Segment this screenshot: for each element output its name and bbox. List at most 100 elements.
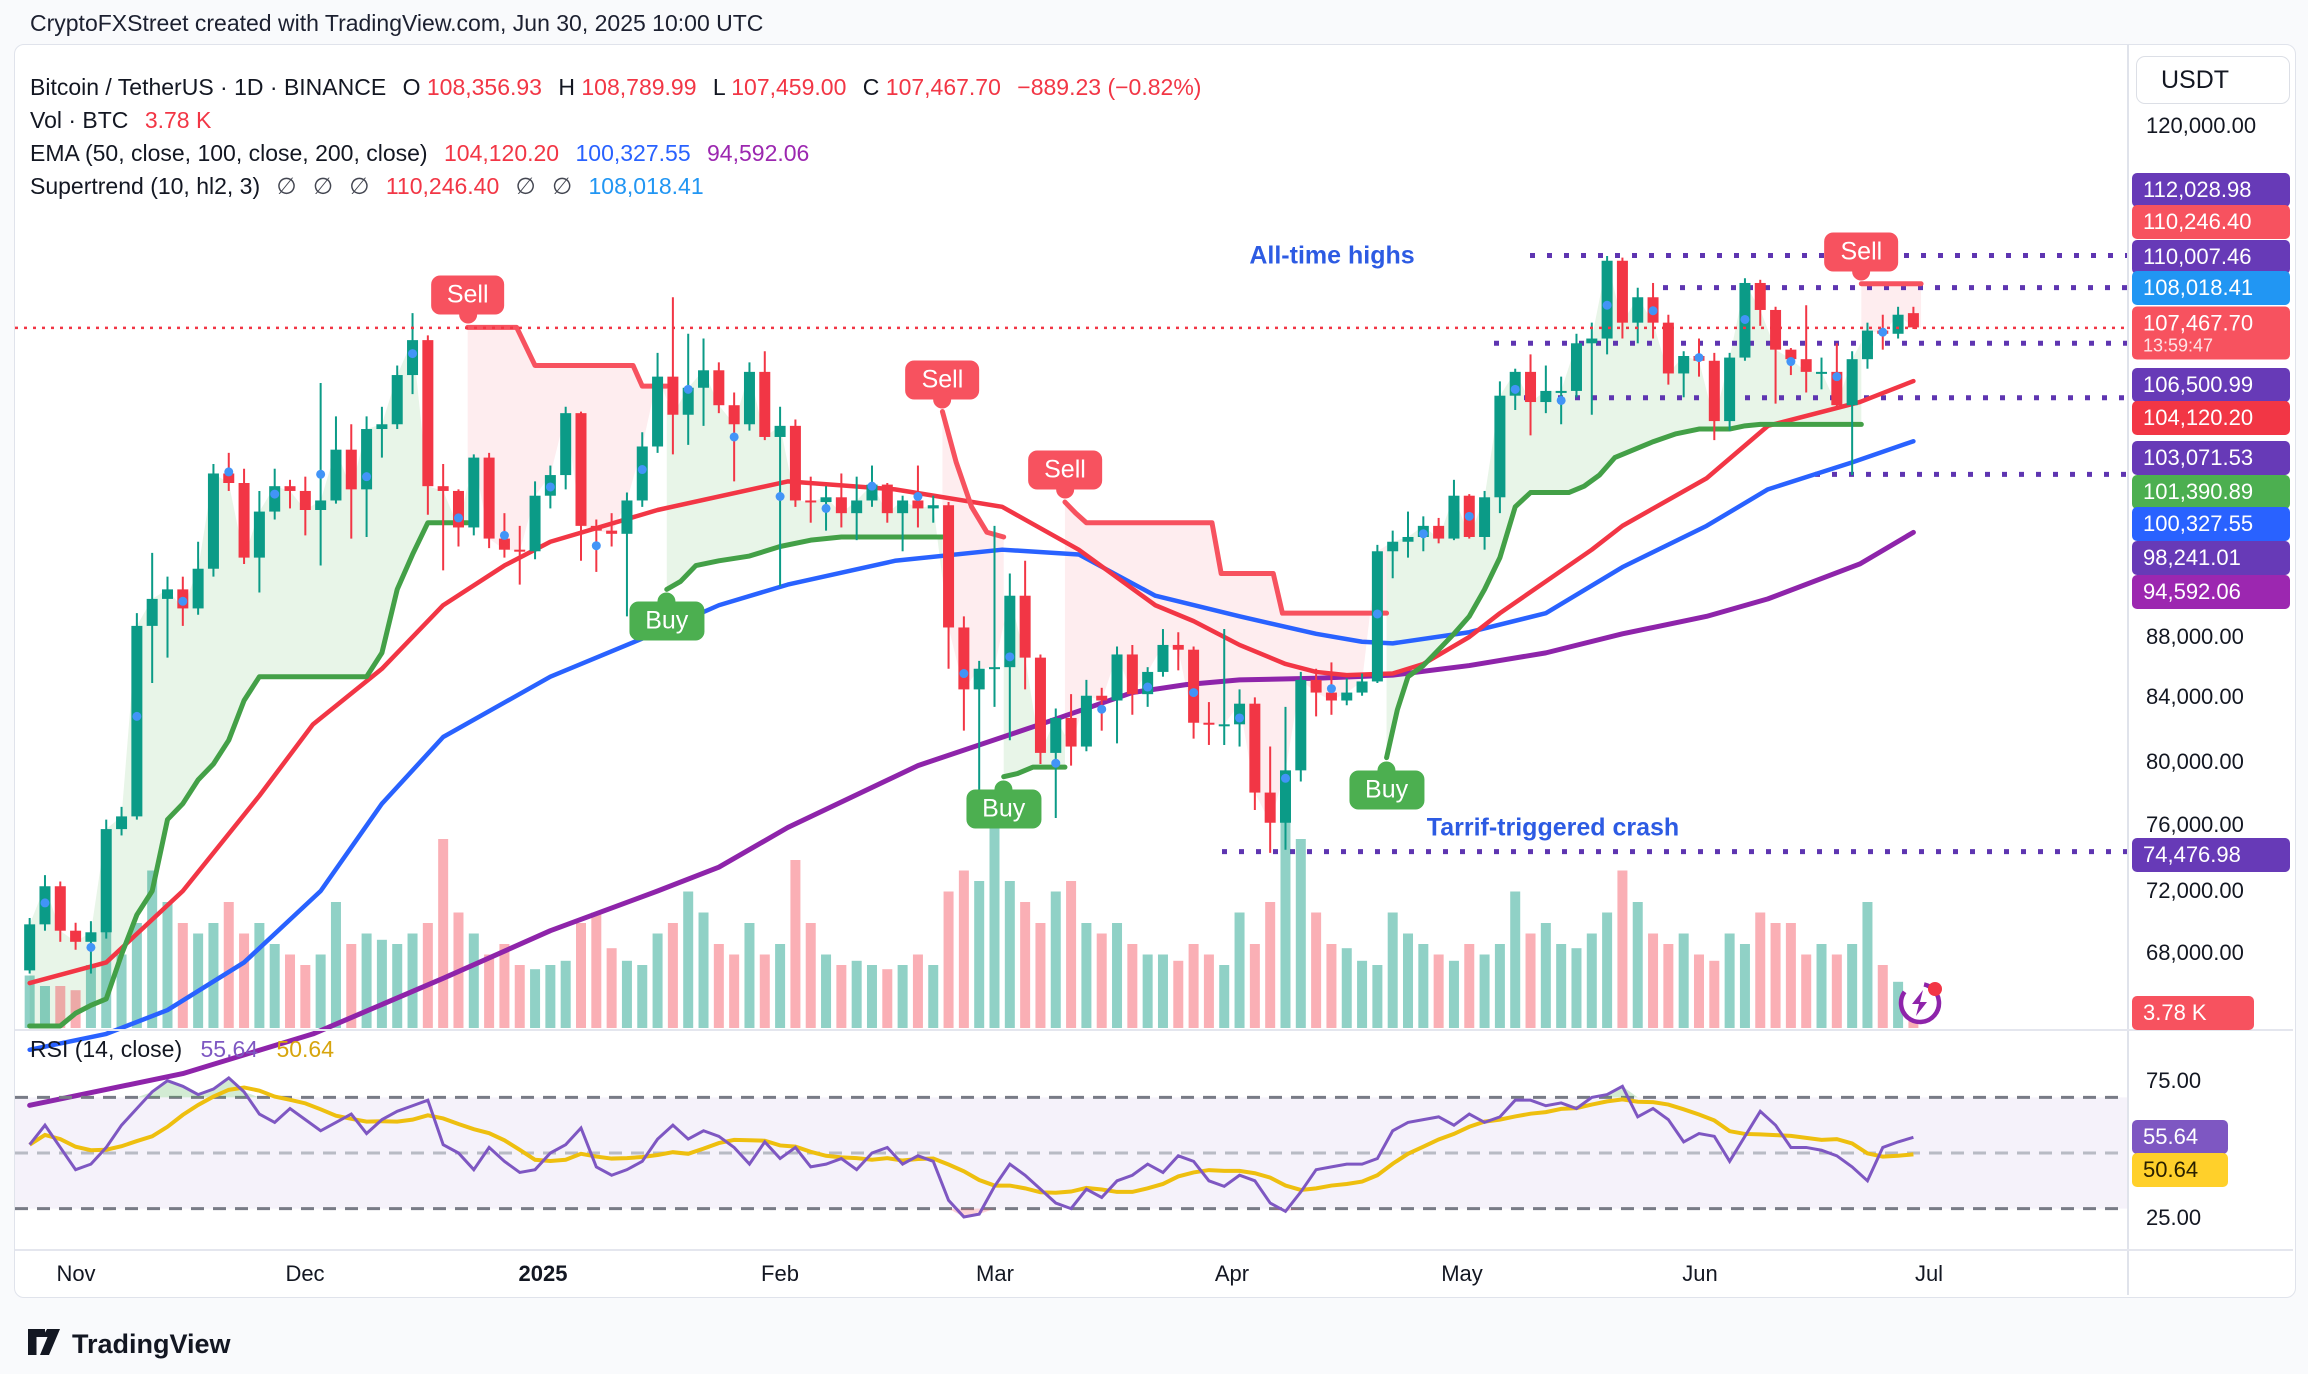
countdown-timer: 13:59:47: [2143, 335, 2214, 356]
volume-bar: [239, 933, 250, 1028]
volume-bar: [1403, 933, 1414, 1028]
volume-bar: [744, 923, 755, 1028]
buy-signal-badge[interactable]: Buy: [629, 592, 705, 641]
candle-body: [1448, 495, 1460, 539]
supertrend-empty-1: ∅: [276, 173, 297, 199]
candle-body: [161, 589, 173, 599]
price-axis-badge: 98,241.01: [2132, 541, 2290, 575]
sell-signal-badge[interactable]: Sell: [905, 360, 980, 409]
candle-body: [284, 486, 296, 491]
volume-bar: [637, 965, 648, 1028]
time-scale[interactable]: Nov Dec 2025 Feb Mar Apr May Jun Jul: [14, 1251, 2128, 1296]
tradingview-brand-text[interactable]: TradingView: [72, 1328, 231, 1359]
open-label: O: [402, 74, 421, 100]
time-axis-label: Nov: [56, 1260, 96, 1286]
price-axis-badge: 112,028.98: [2132, 173, 2290, 207]
candle-body: [1356, 681, 1368, 693]
sell-signal-badge[interactable]: Sell: [1824, 232, 1899, 281]
volume-bar: [974, 881, 985, 1028]
hl2-dot: [40, 898, 50, 908]
volume-label[interactable]: Vol · BTC: [30, 107, 129, 133]
volume-bar: [576, 923, 586, 1028]
candle-body: [682, 387, 694, 415]
candle-body: [391, 375, 403, 425]
volume-bar: [193, 933, 204, 1028]
volume-bar: [591, 912, 602, 1028]
price-axis-badge: 110,007.46: [2132, 240, 2290, 274]
ema100-line[interactable]: [27, 439, 1916, 1053]
volume-bar: [1525, 933, 1536, 1028]
ema200-value: 94,592.06: [707, 140, 810, 166]
candle-body: [820, 497, 832, 503]
supertrend-legend-row[interactable]: Supertrend (10, hl2, 3) ∅ ∅ ∅ 110,246.40…: [30, 173, 714, 200]
volume-bar: [1234, 912, 1245, 1028]
supertrend-empty-5: ∅: [552, 173, 573, 199]
ema200-line[interactable]: [27, 529, 1916, 1108]
supertrend-line-up[interactable]: [1384, 421, 1864, 761]
ema100-value: 100,327.55: [575, 140, 691, 166]
signal-pointer: [994, 780, 1013, 799]
hl2-dot: [1372, 609, 1382, 619]
time-axis-label: Dec: [285, 1260, 325, 1286]
price-scale[interactable]: 120,000.00 112,028.98 110,246.40 110,007.46…: [2129, 44, 2294, 1250]
supertrend-line-down[interactable]: [465, 324, 670, 389]
ema50-line[interactable]: [27, 378, 1916, 986]
rsi-legend-row[interactable]: RSI (14, close) 55.64 50.64: [30, 1036, 334, 1063]
candle-body: [1555, 390, 1567, 393]
hl2-dot: [1143, 682, 1153, 692]
ema50-value: 104,120.20: [443, 140, 560, 166]
ath-annotation[interactable]: All-time highs: [1249, 241, 1415, 270]
volume-bar: [499, 944, 510, 1028]
crash-annotation[interactable]: Tarrif-triggered crash: [1426, 813, 1680, 842]
candle-body: [345, 449, 357, 490]
currency-toggle-button[interactable]: USDT: [2136, 56, 2290, 104]
signal-pointer: [657, 592, 676, 611]
tradingview-logo-icon[interactable]: [28, 1329, 62, 1359]
supertrend-line-down[interactable]: [939, 409, 1007, 540]
volume-bar: [1157, 954, 1168, 1028]
candle-body: [24, 924, 36, 971]
supertrend-line-up[interactable]: [664, 534, 945, 592]
supertrend-line-down[interactable]: [1062, 499, 1390, 616]
hl2-dot: [1097, 704, 1107, 714]
candle-body: [1770, 309, 1782, 350]
candle-body: [1249, 703, 1261, 793]
candle-body: [422, 340, 434, 487]
supertrend-line-up[interactable]: [1001, 764, 1068, 780]
signal-pointer: [933, 390, 952, 409]
time-axis-label: Mar: [976, 1260, 1014, 1286]
candle-body: [1892, 314, 1904, 334]
volume-bar: [1448, 960, 1459, 1028]
volume-bar: [683, 891, 694, 1028]
candle-body: [529, 495, 541, 552]
rsi-label[interactable]: RSI (14, close): [30, 1036, 183, 1062]
sell-signal-badge[interactable]: Sell: [430, 275, 505, 324]
sell-signal-badge[interactable]: Sell: [1028, 450, 1102, 499]
volume-bar: [560, 960, 571, 1028]
candle-body: [269, 486, 281, 512]
buy-signal-badge[interactable]: Buy: [966, 780, 1042, 829]
volume-bar: [1464, 944, 1475, 1028]
ema-legend-row[interactable]: EMA (50, close, 100, close, 200, close) …: [30, 140, 819, 167]
volume-bar: [1418, 944, 1429, 1028]
volume-bar: [361, 933, 372, 1028]
candle-body: [851, 500, 863, 514]
supertrend-label[interactable]: Supertrend (10, hl2, 3): [30, 173, 261, 199]
candle-body: [1570, 343, 1582, 391]
volume-bar: [1785, 923, 1796, 1028]
price-axis-badge: 103,071.53: [2132, 441, 2290, 475]
ema-label[interactable]: EMA (50, close, 100, close, 200, close): [30, 140, 428, 166]
volume-legend-row[interactable]: Vol · BTC 3.78 K: [30, 107, 221, 134]
candle-body: [805, 500, 817, 503]
symbol-title[interactable]: Bitcoin / TetherUS · 1D · BINANCE: [30, 74, 387, 100]
change-value: −889.23 (−0.82%): [1017, 74, 1202, 100]
rsi-line[interactable]: [28, 1076, 1914, 1219]
symbol-legend-row[interactable]: Bitcoin / TetherUS · 1D · BINANCE O 108,…: [30, 74, 1211, 101]
supertrend-line-up[interactable]: [27, 520, 471, 1029]
hl2-dot: [362, 472, 372, 482]
buy-signal-badge[interactable]: Buy: [1349, 761, 1425, 810]
candle-body: [728, 405, 740, 425]
hl2-dot: [1878, 327, 1888, 337]
hl2-dot: [913, 492, 923, 502]
